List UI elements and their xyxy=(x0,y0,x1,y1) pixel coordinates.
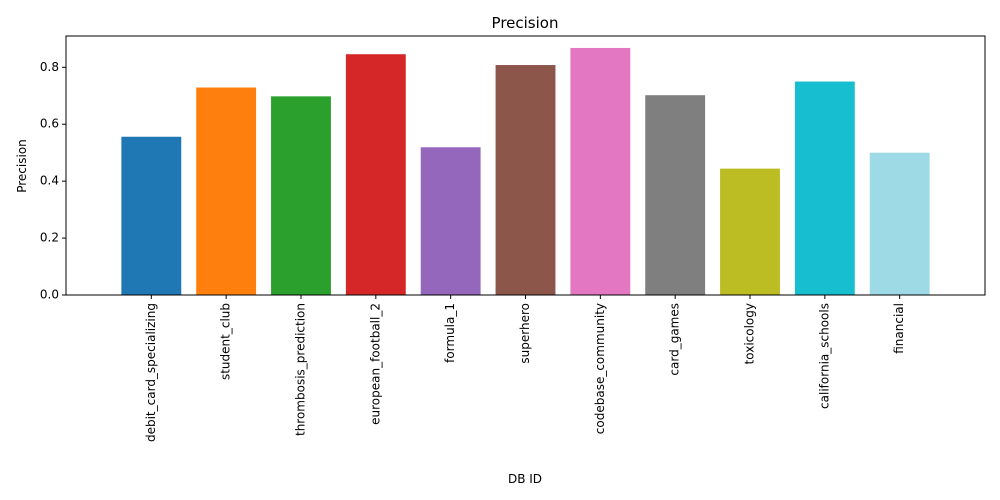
x-tick-label: superhero xyxy=(518,303,532,364)
plot-frame xyxy=(65,35,986,296)
bar-debit_card_specializing xyxy=(121,136,182,295)
x-tick-label: codebase_community xyxy=(593,303,607,434)
y-axis-ticks: 0.0 0.2 0.4 0.6 0.8 xyxy=(40,60,66,302)
x-tick-label: debit_card_specializing xyxy=(144,303,158,442)
bar-codebase_community xyxy=(570,47,631,296)
y-tick-label: 0.6 xyxy=(40,117,59,131)
bar-superhero xyxy=(495,65,556,295)
x-tick-label: california_schools xyxy=(817,303,831,409)
x-axis-label: DB ID xyxy=(508,472,542,486)
x-tick-label: formula_1 xyxy=(443,303,457,363)
x-tick-label: financial xyxy=(892,303,906,354)
x-tick-label: card_games xyxy=(668,303,682,376)
bar-formula_1 xyxy=(420,147,481,295)
x-axis-ticks: debit_card_specializing student_club throm… xyxy=(144,295,906,442)
y-tick-label: 0.8 xyxy=(40,60,59,74)
bar-student_club xyxy=(196,87,257,296)
x-tick-label: toxicology xyxy=(743,303,757,364)
y-tick-label: 0.2 xyxy=(40,231,59,245)
bar-toxicology xyxy=(720,168,780,295)
chart-title: Precision xyxy=(492,14,559,32)
bar-card_games xyxy=(645,95,706,295)
y-tick-label: 0.4 xyxy=(40,174,59,188)
y-axis-label: Precision xyxy=(15,139,29,193)
x-tick-label: european_football_2 xyxy=(368,303,382,425)
x-tick-label: thrombosis_prediction xyxy=(293,303,307,436)
y-tick-label: 0.0 xyxy=(40,288,59,302)
bar-financial xyxy=(869,152,930,295)
x-tick-label: student_club xyxy=(219,303,233,380)
bar-thrombosis_prediction xyxy=(271,96,331,295)
bars-group xyxy=(121,47,930,296)
bar-european_football_2 xyxy=(345,54,406,295)
bar-california_schools xyxy=(794,81,855,295)
